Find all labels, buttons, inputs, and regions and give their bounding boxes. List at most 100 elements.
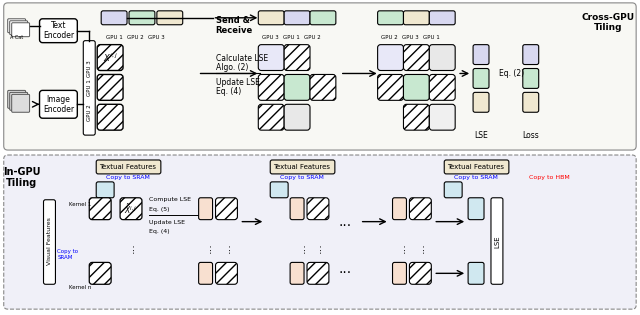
FancyBboxPatch shape [270, 182, 288, 198]
Text: Copy to
SRAM: Copy to SRAM [58, 249, 79, 260]
Text: GPU 3: GPU 3 [402, 35, 419, 40]
Text: Algo. (2): Algo. (2) [216, 63, 248, 72]
FancyBboxPatch shape [429, 45, 455, 71]
Text: LSE: LSE [474, 131, 488, 140]
FancyBboxPatch shape [403, 45, 429, 71]
Text: Eq. (4): Eq. (4) [149, 229, 170, 234]
Text: Copy to HBM: Copy to HBM [529, 175, 570, 180]
FancyBboxPatch shape [444, 160, 509, 174]
FancyBboxPatch shape [473, 68, 489, 89]
FancyBboxPatch shape [120, 198, 142, 220]
FancyBboxPatch shape [473, 92, 489, 112]
Text: GPU 2: GPU 2 [127, 35, 143, 40]
Text: Update LSE: Update LSE [216, 78, 259, 87]
FancyBboxPatch shape [473, 45, 489, 65]
Text: Tiling: Tiling [594, 23, 623, 32]
Text: GPU 3: GPU 3 [147, 35, 164, 40]
FancyBboxPatch shape [491, 198, 503, 284]
Text: ...: ... [397, 242, 406, 253]
Text: ...: ... [339, 262, 351, 276]
Text: GPU 3: GPU 3 [87, 60, 92, 77]
FancyBboxPatch shape [290, 262, 304, 284]
FancyBboxPatch shape [83, 41, 95, 135]
FancyBboxPatch shape [10, 92, 28, 110]
Text: GPU 1: GPU 1 [87, 79, 92, 96]
FancyBboxPatch shape [44, 200, 56, 284]
FancyBboxPatch shape [429, 74, 455, 100]
FancyBboxPatch shape [284, 74, 310, 100]
FancyBboxPatch shape [310, 74, 336, 100]
FancyBboxPatch shape [378, 74, 403, 100]
FancyBboxPatch shape [40, 19, 77, 43]
FancyBboxPatch shape [468, 262, 484, 284]
Text: Eq. (2): Eq. (2) [499, 69, 524, 78]
Text: ...: ... [221, 242, 232, 253]
FancyBboxPatch shape [403, 74, 429, 100]
FancyBboxPatch shape [216, 262, 237, 284]
Text: Eq. (4): Eq. (4) [216, 87, 241, 96]
FancyBboxPatch shape [307, 198, 329, 220]
FancyBboxPatch shape [403, 104, 429, 130]
FancyBboxPatch shape [403, 11, 429, 25]
FancyBboxPatch shape [259, 104, 284, 130]
Text: GPU 2: GPU 2 [381, 35, 398, 40]
FancyBboxPatch shape [410, 262, 431, 284]
FancyBboxPatch shape [429, 104, 455, 130]
Text: Copy to SRAM: Copy to SRAM [106, 175, 150, 180]
FancyBboxPatch shape [259, 11, 284, 25]
Text: Calculate LSE: Calculate LSE [216, 54, 268, 63]
Text: GPU 2: GPU 2 [87, 104, 92, 121]
FancyBboxPatch shape [290, 198, 304, 220]
Text: Visual Features: Visual Features [47, 218, 52, 266]
FancyBboxPatch shape [468, 198, 484, 220]
FancyBboxPatch shape [10, 21, 28, 35]
FancyBboxPatch shape [259, 74, 284, 100]
Text: Textual Features: Textual Features [447, 164, 504, 170]
FancyBboxPatch shape [101, 11, 127, 25]
Text: LSE: LSE [494, 235, 500, 248]
FancyBboxPatch shape [8, 90, 26, 108]
FancyBboxPatch shape [523, 68, 539, 89]
FancyBboxPatch shape [307, 262, 329, 284]
FancyBboxPatch shape [12, 94, 29, 112]
FancyBboxPatch shape [310, 11, 336, 25]
Text: Tiling: Tiling [6, 178, 37, 188]
Text: GPU 1: GPU 1 [423, 35, 440, 40]
Text: Image
Encoder: Image Encoder [43, 94, 74, 114]
Text: Send &: Send & [216, 16, 250, 25]
Text: GPU 2: GPU 2 [303, 35, 321, 40]
FancyBboxPatch shape [97, 104, 123, 130]
Text: Textual Features: Textual Features [100, 164, 157, 170]
FancyBboxPatch shape [392, 198, 406, 220]
Text: Receive: Receive [216, 26, 253, 35]
FancyBboxPatch shape [444, 182, 462, 198]
Text: ...: ... [126, 242, 136, 253]
Text: Text
Encoder: Text Encoder [43, 21, 74, 40]
FancyBboxPatch shape [270, 160, 335, 174]
FancyBboxPatch shape [4, 155, 636, 309]
Text: Cross-GPU: Cross-GPU [582, 13, 635, 22]
FancyBboxPatch shape [378, 45, 403, 71]
Text: Kernel n: Kernel n [69, 285, 92, 290]
Text: Update LSE: Update LSE [149, 220, 185, 225]
FancyBboxPatch shape [40, 90, 77, 118]
FancyBboxPatch shape [8, 19, 26, 33]
FancyBboxPatch shape [523, 92, 539, 112]
FancyBboxPatch shape [89, 198, 111, 220]
FancyBboxPatch shape [12, 23, 29, 37]
FancyBboxPatch shape [96, 160, 161, 174]
Text: In-GPU: In-GPU [3, 167, 40, 177]
FancyBboxPatch shape [157, 11, 183, 25]
Text: ...: ... [415, 242, 426, 253]
Text: Kernel 1: Kernel 1 [69, 202, 92, 207]
Text: Copy to SRAM: Copy to SRAM [280, 175, 324, 180]
FancyBboxPatch shape [284, 11, 310, 25]
Text: GPU 1: GPU 1 [283, 35, 300, 40]
Text: ...: ... [339, 215, 351, 229]
Text: GPU 3: GPU 3 [262, 35, 278, 40]
FancyBboxPatch shape [284, 45, 310, 71]
Text: ...: ... [313, 242, 323, 253]
FancyBboxPatch shape [89, 262, 111, 284]
Text: $\tilde{X}^{i,j}$: $\tilde{X}^{i,j}$ [124, 202, 138, 215]
FancyBboxPatch shape [96, 182, 114, 198]
